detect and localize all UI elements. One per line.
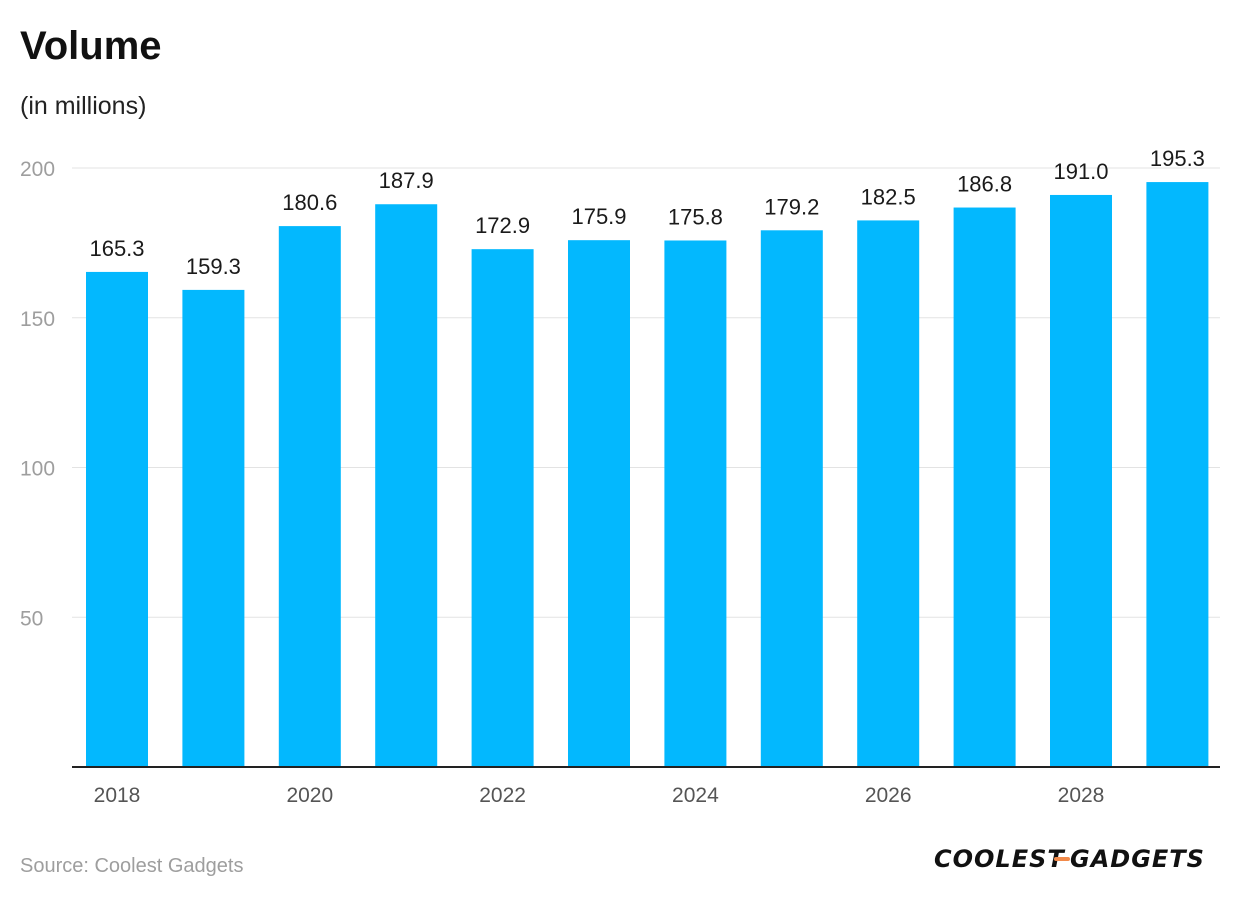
bar-2021 [375,204,438,767]
y-tick-label: 50 [20,607,43,630]
value-label-2024: 175.8 [668,204,723,229]
bar-2022 [471,249,534,768]
y-tick-label: 100 [20,458,55,481]
bar-2027 [953,207,1016,767]
source-note: Source: Coolest Gadgets [20,855,244,877]
value-label-2019: 159.3 [186,254,241,279]
chart-title: Volume [20,24,162,68]
bar-2019 [182,289,245,767]
value-label-2025: 179.2 [764,194,819,219]
chart-subtitle: (in millions) [20,92,147,120]
bar-2023 [568,240,630,767]
value-label-2028: 191.0 [1053,159,1108,184]
y-tick-label: 150 [20,308,55,331]
x-tick-label-2018: 2018 [94,784,141,807]
logo-word-coolest: COOLEST [934,845,1065,873]
value-label-2027: 186.8 [957,172,1012,197]
bar-2028 [1050,194,1112,767]
value-label-2026: 182.5 [861,184,916,209]
bar-2025 [760,230,823,767]
bar-2024 [664,240,727,767]
x-tick-label-2026: 2026 [865,784,912,807]
x-tick-label-2022: 2022 [479,784,526,807]
value-labels: 165.3 159.3 180.6 187.9 172.9 175.9 175.8 179.2… [89,146,1204,279]
logo-word-gadgets: GADGETS [1070,845,1205,873]
x-tick-label-2020: 2020 [286,784,333,807]
value-label-2029: 195.3 [1150,146,1205,171]
gridlines [72,167,1220,618]
y-tick-label: 200 [20,158,55,181]
axes: 50 100 150 200 2018 2020 2022 2024 2026 2028 [20,158,1220,807]
value-label-2021: 187.9 [379,168,434,193]
bar-2026 [857,220,920,768]
logo-dash [1054,857,1070,861]
x-tick-label-2028: 2028 [1058,784,1105,807]
x-tick-label-2024: 2024 [672,784,719,807]
value-label-2022: 172.9 [475,213,530,238]
value-label-2020: 180.6 [282,190,337,215]
value-label-2023: 175.9 [571,204,626,229]
brand-logo: COOLEST GADGETS [934,840,1204,880]
bar-2029 [1146,182,1209,767]
value-label-2018: 165.3 [89,236,144,261]
bar-2020 [278,226,341,767]
bar-2018 [86,271,148,767]
bars [86,182,1209,768]
